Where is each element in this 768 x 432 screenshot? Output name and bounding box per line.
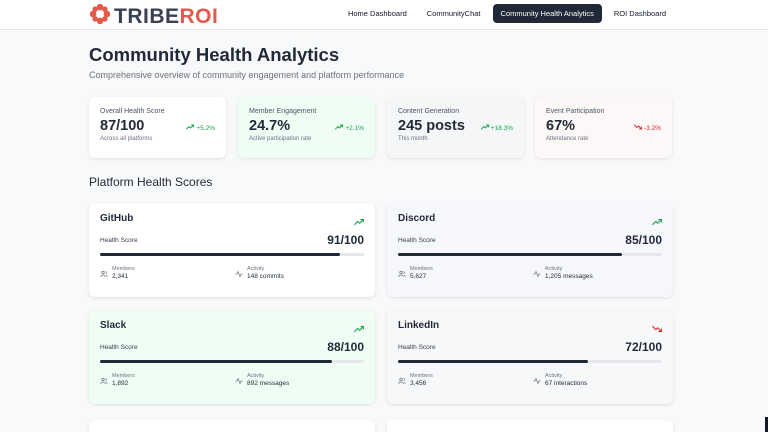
brand-logo[interactable]: TRIBEROI [89, 3, 218, 30]
activity-label: Activity [247, 266, 265, 272]
activity-label: Activity [545, 266, 563, 272]
trend-icon [652, 214, 662, 226]
nav-roi-dashboard[interactable]: ROI Dashboard [613, 9, 666, 18]
activity-metric: Activity 892 messages [235, 373, 289, 387]
scrollbar-thumb[interactable] [765, 417, 768, 432]
activity-metric: Activity 1,205 messages [533, 266, 593, 280]
members-metric: Members 2,341 [100, 266, 135, 280]
activity-label: Activity [545, 373, 563, 379]
stat-caption: This month [398, 136, 428, 142]
stat-card-content-generation: Content Generation 245 posts This month … [387, 97, 524, 158]
health-progress-fill [100, 253, 341, 256]
nav-links: Home Dashboard CommunityChat Community H… [340, 4, 674, 23]
stat-label: Member Engagement [249, 108, 317, 115]
stat-value: 87/100 [100, 118, 145, 134]
nav-home-dashboard[interactable]: Home Dashboard [347, 9, 407, 18]
activity-icon [533, 377, 541, 385]
page-subtitle: Comprehensive overview of community enga… [89, 70, 405, 80]
members-value: 3,456 [410, 380, 427, 387]
activity-icon [235, 270, 243, 278]
activity-metric: Activity 148 commits [235, 266, 284, 280]
stat-value: 67% [546, 118, 576, 134]
health-progress-bar [100, 360, 364, 363]
activity-value: 67 interactions [545, 380, 588, 387]
health-progress-bar [100, 253, 364, 256]
members-label: Members [410, 266, 433, 272]
trend-icon [634, 123, 642, 133]
members-label: Members [410, 373, 433, 379]
members-metric: Members 5,627 [398, 266, 433, 280]
section-title: Platform Health Scores [89, 175, 213, 189]
stat-label: Event Participation [546, 108, 605, 115]
nav-community-chat[interactable]: CommunityChat [426, 9, 481, 18]
stat-label: Content Generation [398, 108, 460, 115]
health-progress-bar [398, 253, 662, 256]
users-icon [398, 377, 406, 385]
platform-card-linkedin[interactable]: LinkedIn Health Score 72/100 Members 3,45… [387, 310, 673, 404]
members-label: Members [112, 373, 135, 379]
activity-value: 1,205 messages [545, 273, 593, 280]
platform-card-slack[interactable]: Slack Health Score 88/100 Members 1,892 A… [89, 310, 375, 404]
platform-name: Slack [100, 320, 127, 331]
trend-icon [186, 123, 195, 133]
stat-trend: +2.1% [335, 123, 364, 133]
trend-icon [335, 123, 344, 133]
health-progress-fill [398, 360, 589, 363]
trend-icon [354, 321, 364, 333]
members-metric: Members 1,892 [100, 373, 135, 387]
flower-logo-icon [89, 3, 111, 30]
platform-card-partial [387, 420, 673, 432]
stat-value: 24.7% [249, 118, 291, 134]
stat-caption: Across all platforms [100, 136, 153, 142]
health-progress-fill [398, 253, 623, 256]
activity-value: 148 commits [247, 273, 284, 280]
platform-name: Discord [398, 213, 436, 224]
brand-name: TRIBEROI [114, 4, 219, 28]
activity-icon [235, 377, 243, 385]
stat-trend: -3.2% [634, 123, 661, 133]
users-icon [100, 377, 108, 385]
health-score-label: Health Score [100, 344, 138, 351]
trend-icon [480, 123, 489, 133]
activity-icon [533, 270, 541, 278]
health-score-label: Health Score [398, 237, 436, 244]
stat-card-health-score: Overall Health Score 87/100 Across all p… [89, 97, 226, 158]
platform-card-github[interactable]: GitHub Health Score 91/100 Members 2,341 … [89, 203, 375, 297]
stat-label: Overall Health Score [100, 108, 165, 115]
top-nav: TRIBEROI Home Dashboard CommunityChat Co… [0, 0, 768, 30]
stat-trend: +18.3% [480, 123, 513, 133]
platform-name: LinkedIn [398, 320, 440, 331]
members-value: 2,341 [112, 273, 129, 280]
health-score-value: 72/100 [625, 340, 662, 354]
platform-card-partial [89, 420, 375, 432]
stat-caption: Attendance rate [546, 136, 589, 142]
stat-caption: Active participation rate [249, 136, 312, 142]
stat-value: 245 posts [398, 118, 465, 134]
health-progress-fill [100, 360, 333, 363]
nav-community-health-analytics[interactable]: Community Health Analytics [492, 4, 602, 23]
platform-card-discord[interactable]: Discord Health Score 85/100 Members 5,627… [387, 203, 673, 297]
trend-icon [652, 321, 662, 333]
members-label: Members [112, 266, 135, 272]
users-icon [398, 270, 406, 278]
users-icon [100, 270, 108, 278]
page-title: Community Health Analytics [89, 44, 340, 65]
activity-label: Activity [247, 373, 265, 379]
health-score-label: Health Score [100, 237, 138, 244]
trend-icon [354, 214, 364, 226]
health-score-value: 85/100 [625, 233, 662, 247]
stat-trend: +5.2% [186, 123, 215, 133]
members-value: 5,627 [410, 273, 427, 280]
activity-value: 892 messages [247, 380, 290, 387]
stat-card-event-participation: Event Participation 67% Attendance rate … [535, 97, 672, 158]
platform-name: GitHub [100, 213, 134, 224]
members-value: 1,892 [112, 380, 129, 387]
members-metric: Members 3,456 [398, 373, 433, 387]
health-score-label: Health Score [398, 344, 436, 351]
health-score-value: 88/100 [327, 340, 364, 354]
health-score-value: 91/100 [327, 233, 364, 247]
activity-metric: Activity 67 interactions [533, 373, 587, 387]
health-progress-bar [398, 360, 662, 363]
stat-card-member-engagement: Member Engagement 24.7% Active participa… [238, 97, 375, 158]
